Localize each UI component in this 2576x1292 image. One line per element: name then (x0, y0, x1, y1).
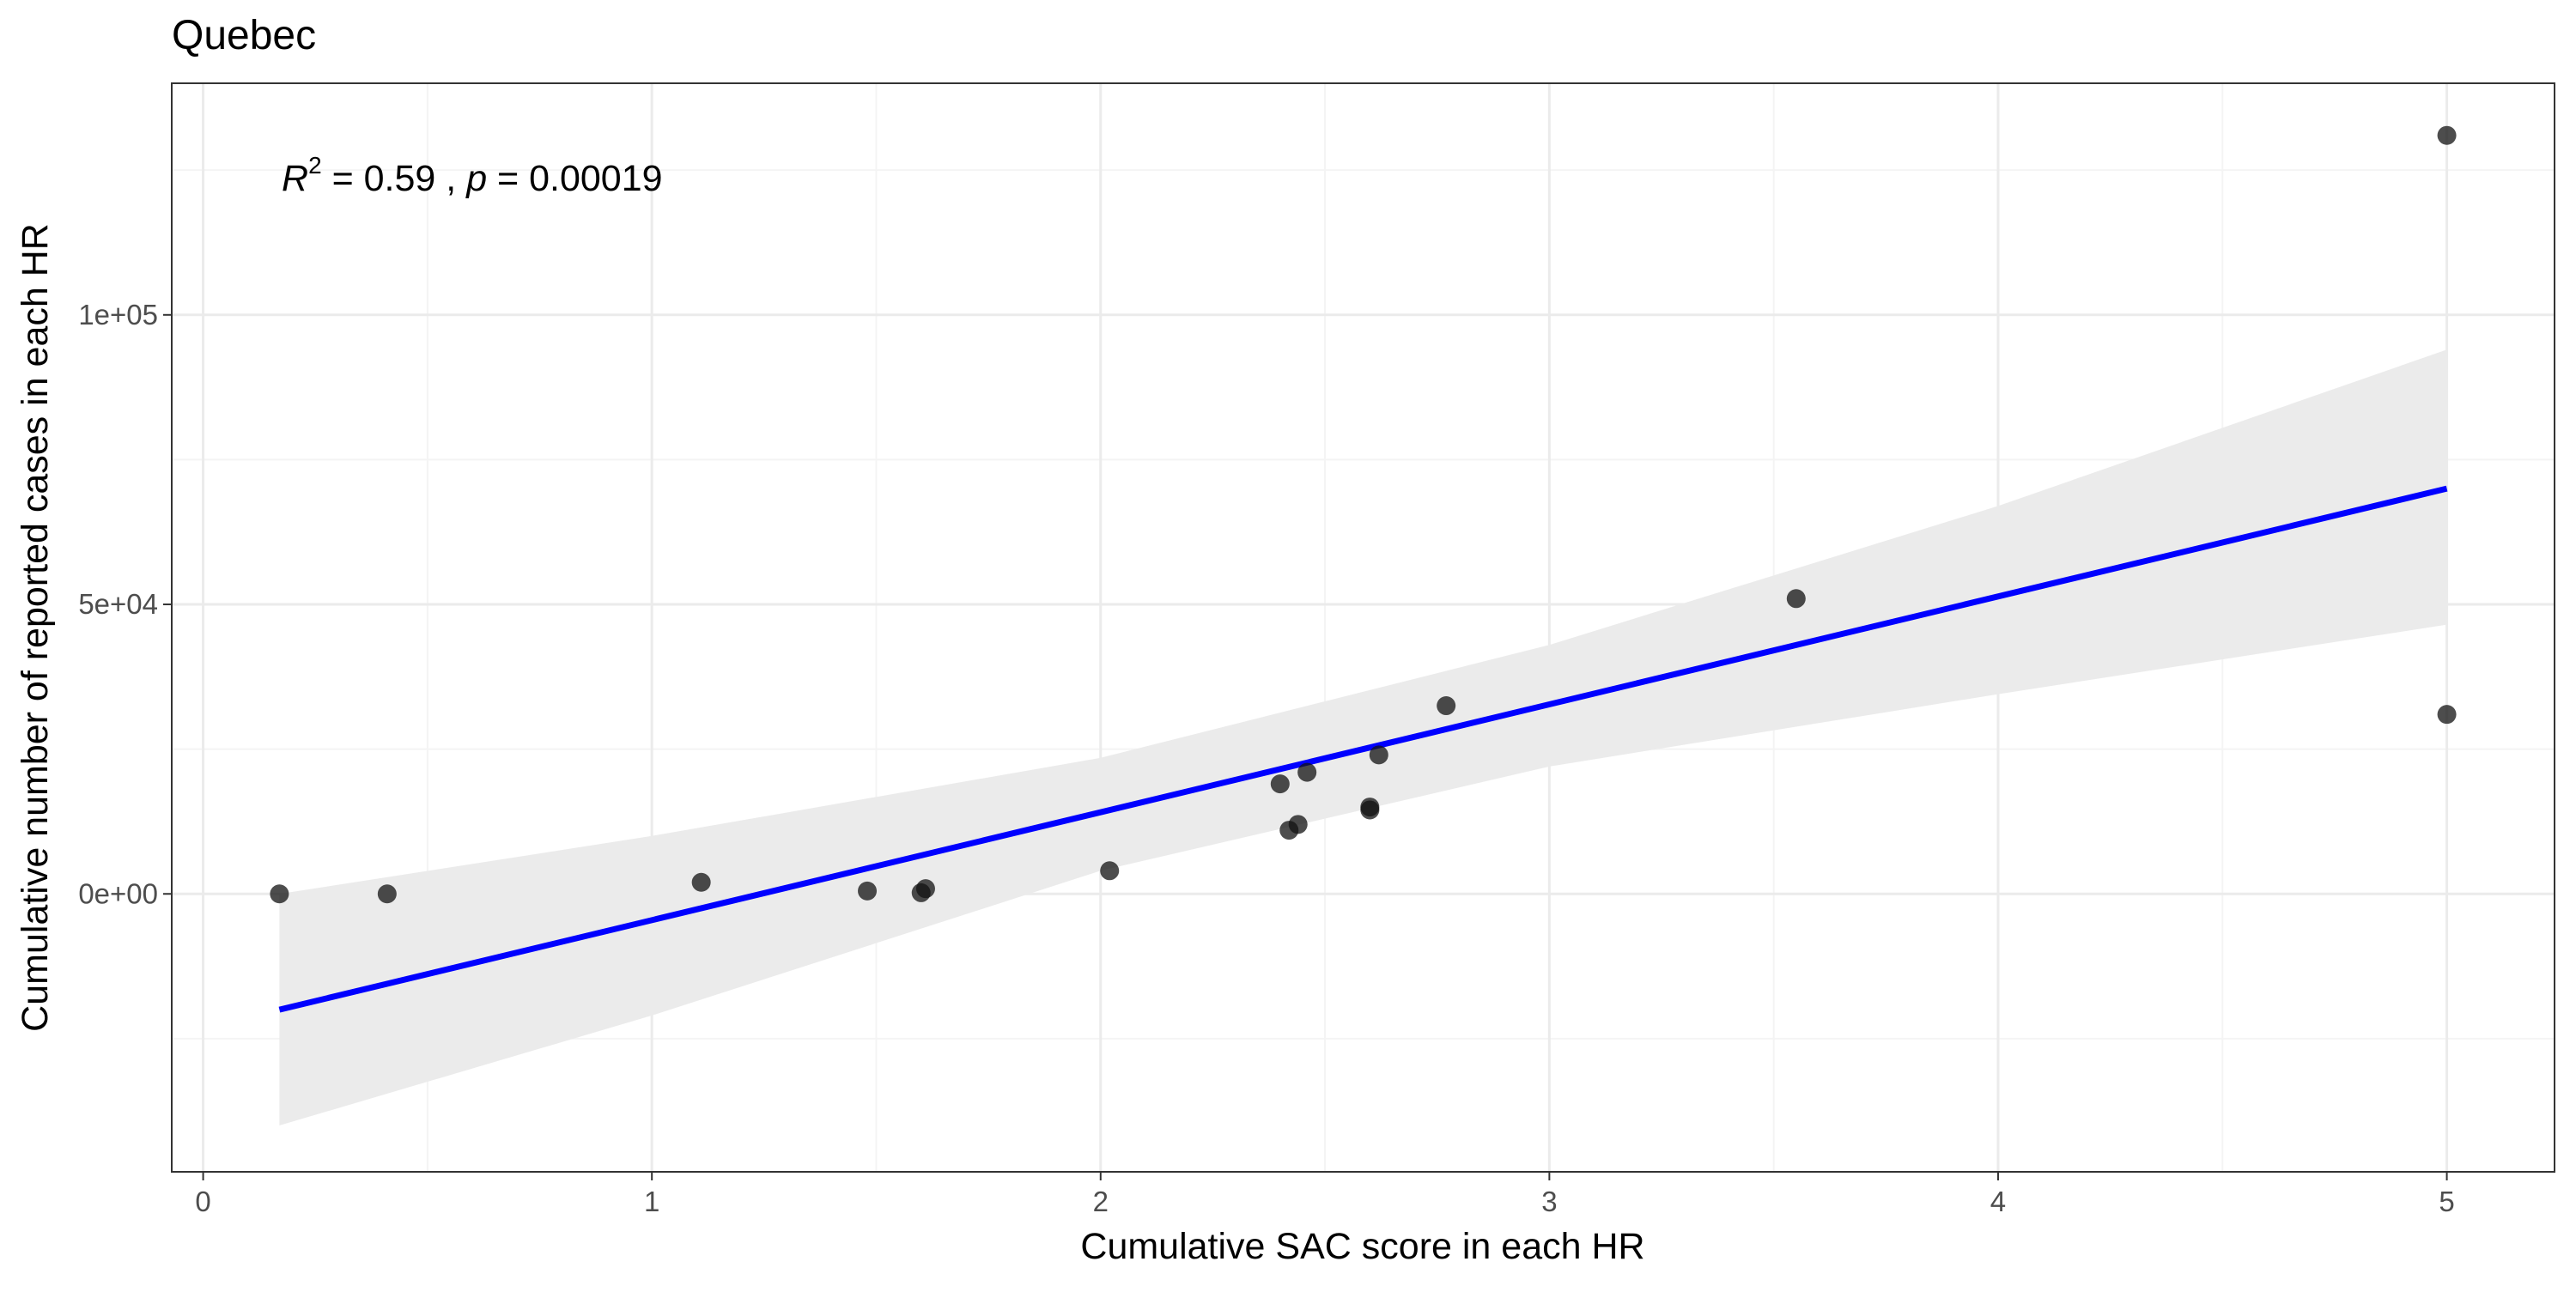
data-point (1100, 861, 1120, 881)
data-point (2437, 705, 2457, 725)
data-point (377, 884, 397, 904)
data-point (270, 884, 289, 904)
data-point (1360, 800, 1380, 820)
regression-line (278, 485, 2448, 1013)
r-squared-value: = 0.59 , (322, 158, 467, 199)
data-point (691, 872, 711, 892)
r-squared-exponent: 2 (308, 152, 322, 179)
x-tick-label: 5 (2439, 1186, 2454, 1217)
data-point (1270, 774, 1290, 794)
data-point (1369, 745, 1388, 765)
x-axis-ticks: 0 1 2 3 4 5 (195, 1172, 2455, 1217)
confidence-band (279, 349, 2447, 1125)
x-tick-label: 0 (195, 1186, 210, 1217)
x-tick-label: 1 (644, 1186, 659, 1217)
data-point (915, 879, 935, 899)
y-axis-title: Cumulative number of reported cases in e… (15, 223, 56, 1032)
y-axis-ticks: 0e+00 5e+04 1e+05 (78, 299, 172, 909)
data-point (2437, 125, 2457, 145)
r-squared-symbol: R (282, 158, 308, 199)
x-axis-title: Cumulative SAC score in each HR (1080, 1226, 1644, 1267)
data-points (270, 125, 2457, 904)
plot-panel-border (171, 82, 2555, 1173)
p-symbol: p (465, 158, 487, 199)
y-tick-label: 0e+00 (78, 877, 158, 909)
y-tick-label: 5e+04 (78, 588, 158, 620)
y-tick-label: 1e+05 (78, 299, 158, 331)
data-point (1297, 762, 1317, 782)
data-point (858, 881, 878, 901)
chart-title: Quebec (172, 13, 316, 58)
data-point (1288, 815, 1308, 834)
p-value: = 0.00019 (487, 158, 662, 199)
regression-stats-annotation: R2 = 0.59 , p = 0.00019 (282, 152, 663, 199)
data-point (1786, 589, 1806, 609)
x-tick-label: 3 (1541, 1186, 1557, 1217)
x-tick-label: 2 (1093, 1186, 1109, 1217)
x-tick-label: 4 (1990, 1186, 2006, 1217)
data-point (1437, 696, 1456, 716)
